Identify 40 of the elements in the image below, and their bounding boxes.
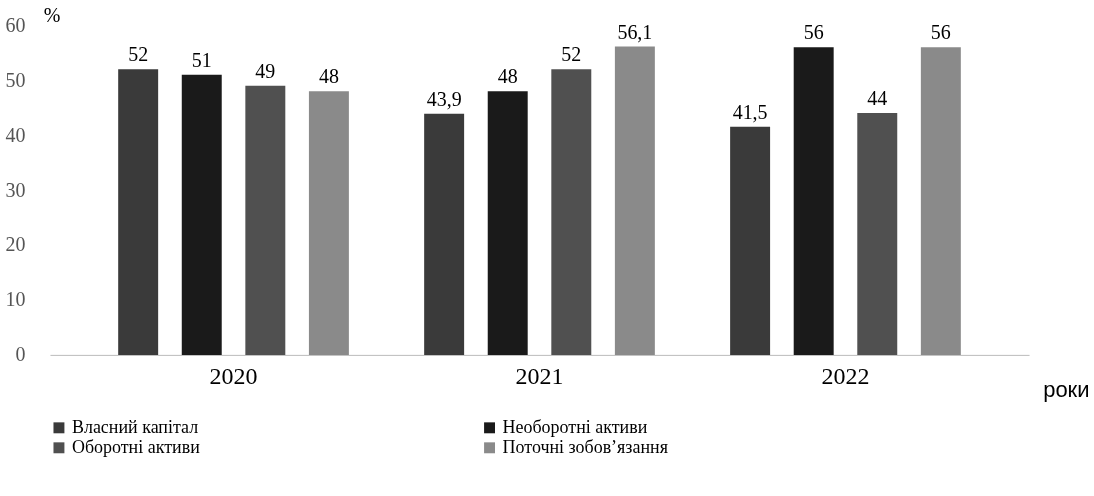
bar xyxy=(920,47,961,355)
y-tick-label: 0 xyxy=(15,343,26,366)
data-label: 44 xyxy=(867,87,888,110)
legend-label: Необоротні активи xyxy=(502,416,648,437)
y-tick-label: 30 xyxy=(5,178,26,201)
data-label: 52 xyxy=(128,43,149,66)
data-label: 41,5 xyxy=(732,100,768,123)
x-tick-label: 2020 xyxy=(209,363,258,390)
y-tick-label: 50 xyxy=(5,68,26,91)
bar xyxy=(245,85,286,355)
legend-label: Власний капітал xyxy=(71,416,199,437)
y-tick-label: 40 xyxy=(5,123,26,146)
y-tick-label: 60 xyxy=(5,13,26,36)
data-label: 56 xyxy=(803,21,824,44)
data-label: 49 xyxy=(255,59,276,82)
x-tick-label: 2022 xyxy=(821,363,870,390)
data-label: 56 xyxy=(930,21,951,44)
bar xyxy=(730,126,771,355)
y-tick-label: 20 xyxy=(5,233,26,256)
legend-label: Оборотні активи xyxy=(71,436,201,457)
data-label: 48 xyxy=(497,65,518,88)
data-label: 56,1 xyxy=(617,20,653,43)
legend-label: Поточні зобов’язання xyxy=(502,436,668,457)
bar xyxy=(424,113,465,355)
bar xyxy=(551,69,592,355)
data-label: 48 xyxy=(318,65,339,88)
bar xyxy=(614,46,655,355)
bar xyxy=(793,47,834,355)
data-label: 51 xyxy=(191,48,212,71)
bar xyxy=(857,113,898,355)
bar xyxy=(118,69,159,355)
x-tick-label: 2021 xyxy=(515,363,564,390)
bar xyxy=(181,74,222,355)
x-axis-title: роки xyxy=(1043,377,1090,403)
data-label: 52 xyxy=(561,43,582,66)
y-axis-title: % xyxy=(43,3,61,26)
data-label: 43,9 xyxy=(426,87,462,110)
y-tick-label: 10 xyxy=(5,288,26,311)
bar xyxy=(308,91,349,355)
bar xyxy=(487,91,528,355)
